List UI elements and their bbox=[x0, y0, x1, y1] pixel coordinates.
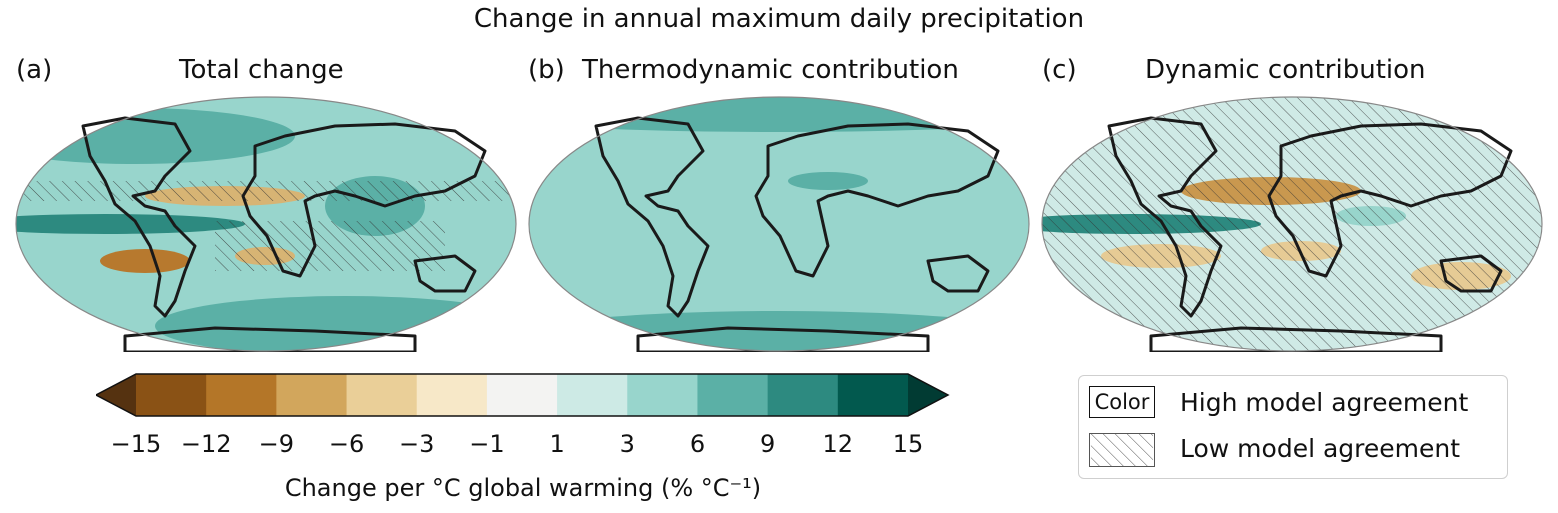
colorbar-bins bbox=[136, 374, 909, 416]
ocean-fill bbox=[529, 97, 1029, 351]
panel-b-title: Thermodynamic contribution bbox=[582, 55, 959, 85]
panel-b-label: (b) bbox=[528, 55, 565, 85]
map-frame bbox=[1041, 96, 1543, 352]
colorbar-bin bbox=[486, 374, 558, 416]
map-frame bbox=[528, 96, 1030, 352]
colorbar-extend-low bbox=[96, 374, 136, 416]
colorbar-bin bbox=[697, 374, 769, 416]
colorbar-tick-label: 9 bbox=[759, 430, 776, 458]
colorbar-bin bbox=[627, 374, 698, 416]
colorbar bbox=[96, 373, 950, 417]
wet-region-arctic bbox=[529, 97, 1029, 132]
colorbar-tick-label: −9 bbox=[258, 430, 295, 458]
colorbar-tick-label: 1 bbox=[549, 430, 565, 458]
map-frame bbox=[15, 96, 517, 352]
legend: Color High model agreement Low model agr… bbox=[1078, 375, 1508, 479]
dry-region-pacific bbox=[100, 249, 190, 273]
panel-a-title: Total change bbox=[179, 55, 344, 85]
legend-hatch-swatch bbox=[1089, 433, 1155, 467]
colorbar-label: Change per °C global warming (% °C⁻¹) bbox=[284, 474, 762, 502]
colorbar-tick-label: 6 bbox=[689, 430, 706, 458]
hatch-north bbox=[16, 181, 516, 201]
colorbar-bin bbox=[346, 374, 418, 416]
wet-region-sahara bbox=[788, 172, 868, 190]
panel-c-title: Dynamic contribution bbox=[1145, 55, 1426, 85]
legend-color-swatch: Color bbox=[1089, 386, 1155, 418]
colorbar-bin bbox=[767, 374, 839, 416]
colorbar-outline bbox=[96, 373, 950, 417]
colorbar-tick-label: −3 bbox=[399, 430, 435, 458]
colorbar-tick-label: 3 bbox=[619, 430, 635, 458]
colorbar-tick-label: −15 bbox=[110, 430, 162, 458]
colorbar-tick-label: −1 bbox=[469, 430, 505, 458]
coastlines bbox=[81, 116, 487, 352]
hatch-full bbox=[1042, 97, 1542, 351]
wet-region-southern-ocean bbox=[529, 311, 1029, 351]
map-dynamic bbox=[1041, 96, 1543, 352]
colorbar-bin bbox=[136, 374, 207, 416]
colorbar-bin bbox=[276, 374, 348, 416]
colorbar-tick-label: 12 bbox=[822, 430, 854, 458]
panel-c-label: (c) bbox=[1042, 55, 1077, 85]
colorbar-bin bbox=[416, 374, 488, 416]
colorbar-extend-high bbox=[908, 374, 948, 416]
legend-high-agreement-label: High model agreement bbox=[1180, 388, 1469, 417]
colorbar-tick-label: 15 bbox=[892, 430, 924, 458]
colorbar-tick-label: −6 bbox=[328, 430, 365, 458]
wet-band-equator bbox=[16, 214, 245, 234]
figure-title: Change in annual maximum daily precipita… bbox=[473, 4, 1085, 34]
colorbar-bin bbox=[206, 374, 277, 416]
legend-low-agreement-label: Low model agreement bbox=[1180, 434, 1461, 463]
map-thermodynamic bbox=[528, 96, 1030, 352]
coastlines bbox=[1107, 116, 1513, 352]
panel-a-label: (a) bbox=[16, 55, 53, 85]
map-total-change bbox=[15, 96, 517, 352]
coastlines bbox=[594, 116, 1000, 352]
colorbar-bin bbox=[837, 374, 909, 416]
colorbar-bin bbox=[557, 374, 628, 416]
colorbar-tick-label: −12 bbox=[180, 430, 232, 458]
hatch-south bbox=[215, 221, 445, 271]
